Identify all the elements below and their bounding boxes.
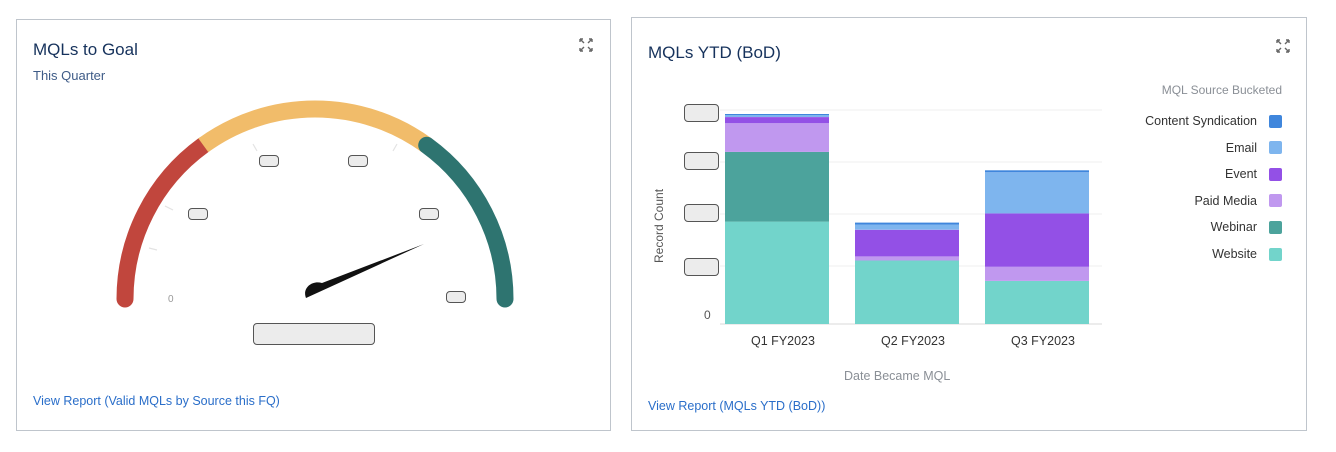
gauge-label-redacted	[446, 291, 466, 303]
legend-item[interactable]: Paid Media	[1194, 193, 1282, 209]
gauge-chart: 0	[116, 100, 514, 308]
bar-segment-website[interactable]	[855, 260, 959, 325]
bar-segment-webinar[interactable]	[725, 151, 829, 222]
bar-segment-email[interactable]	[855, 224, 959, 230]
legend-swatch	[1269, 141, 1282, 155]
mqls-to-goal-card: MQLs to Goal This Quarter 0 View Report …	[16, 19, 611, 431]
gauge-needle	[305, 244, 424, 298]
bar-segment-event[interactable]	[985, 213, 1089, 267]
legend-swatch	[1269, 220, 1282, 234]
legend-item[interactable]: Website	[1212, 246, 1282, 262]
view-report-link[interactable]: View Report (Valid MQLs by Source this F…	[33, 394, 280, 408]
legend-swatch	[1269, 247, 1282, 261]
view-report-link[interactable]: View Report (MQLs YTD (BoD))	[648, 399, 826, 413]
gauge-label-redacted	[419, 208, 439, 220]
expand-arrows-icon[interactable]	[1276, 39, 1290, 53]
legend-swatch	[1269, 114, 1282, 128]
legend-swatch	[1269, 167, 1282, 181]
bar-segment-content-syndication[interactable]	[855, 222, 959, 225]
legend-label: Website	[1212, 247, 1257, 261]
bar-segment-content-syndication[interactable]	[985, 170, 1089, 173]
bar-segment-paid-media[interactable]	[985, 266, 1089, 281]
bar-segment-email[interactable]	[725, 115, 829, 117]
stacked-bar-chart	[720, 109, 1102, 325]
legend-item[interactable]: Event	[1225, 166, 1282, 182]
card-title: MQLs to Goal	[33, 40, 138, 59]
expand-arrows-icon[interactable]	[579, 38, 593, 52]
y-axis-label: Record Count	[652, 188, 666, 263]
gauge-band-mid	[198, 100, 432, 153]
y-tick-zero: 0	[704, 308, 711, 322]
y-tick-redacted	[684, 152, 719, 170]
y-tick-redacted	[684, 204, 719, 222]
legend-label: Email	[1225, 140, 1257, 155]
bar-segment-email[interactable]	[985, 172, 1089, 214]
legend-label: Webinar	[1210, 220, 1257, 235]
legend-swatch	[1269, 194, 1282, 208]
x-tick-label: Q2 FY2023	[881, 334, 945, 348]
bar-segment-paid-media[interactable]	[725, 123, 829, 152]
gauge-label-redacted	[259, 155, 279, 167]
y-tick-redacted	[684, 104, 719, 122]
mqls-ytd-card: MQLs YTD (BoD) Record Count 0 Q1 FY2023 …	[631, 17, 1307, 431]
legend-item[interactable]: Email	[1226, 140, 1282, 156]
card-title: MQLs YTD (BoD)	[648, 43, 781, 62]
legend-item[interactable]: Webinar	[1211, 219, 1282, 235]
legend-item[interactable]: Content Syndication	[1145, 113, 1282, 129]
legend-label: Content Syndication	[1145, 114, 1257, 128]
legend-title: MQL Source Bucketed	[1161, 83, 1282, 97]
bar-segment-paid-media[interactable]	[855, 256, 959, 261]
legend-label: Event	[1225, 167, 1257, 182]
gauge-zero-label: 0	[168, 294, 174, 305]
gauge-value-redacted	[253, 323, 375, 345]
card-subtitle: This Quarter	[33, 68, 106, 83]
x-tick-label: Q1 FY2023	[751, 334, 815, 348]
gauge-band-low	[116, 136, 212, 308]
bar-segment-content-syndication[interactable]	[725, 114, 829, 115]
bar-segment-website[interactable]	[725, 221, 829, 324]
gauge-label-redacted	[188, 208, 208, 220]
legend-label: Paid Media	[1194, 193, 1257, 208]
y-tick-redacted	[684, 258, 719, 276]
bar-segment-event[interactable]	[725, 117, 829, 124]
bar-segment-event[interactable]	[855, 229, 959, 257]
gauge-band-high	[418, 136, 514, 308]
x-axis-label: Date Became MQL	[844, 369, 951, 383]
bar-segment-website[interactable]	[985, 281, 1089, 324]
gauge-label-redacted	[348, 155, 368, 167]
x-tick-label: Q3 FY2023	[1011, 334, 1075, 348]
